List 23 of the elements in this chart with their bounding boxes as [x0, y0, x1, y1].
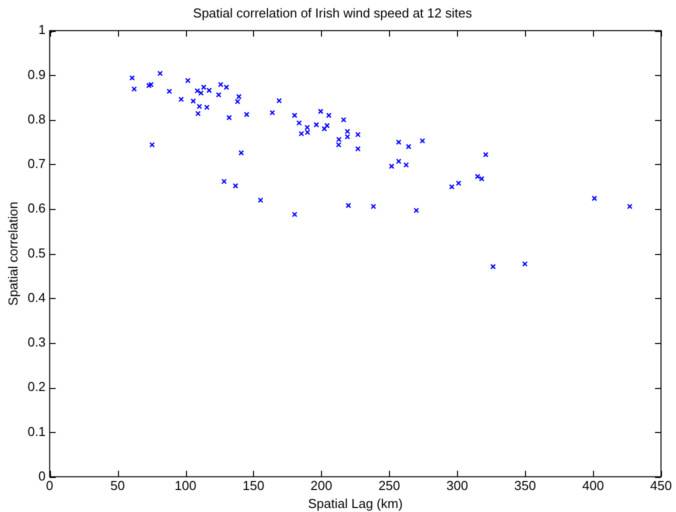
x-tick-label: 250	[378, 478, 400, 494]
y-tick-label: 0.5	[28, 245, 46, 260]
x-tick-label: 50	[110, 478, 125, 494]
x-tick-label: 300	[446, 478, 468, 494]
y-tick-label: 0.9	[28, 66, 46, 82]
y-tick-label: 0.2	[28, 379, 46, 394]
x-tick-label: 100	[174, 478, 196, 494]
x-tick-label: 400	[582, 478, 604, 494]
x-axis-title: Spatial Lag (km)	[308, 496, 403, 511]
x-tick-label: 350	[514, 478, 536, 494]
chart-title: Spatial correlation of Irish wind speed at 12 sites	[193, 5, 472, 20]
y-tick-label: 0.8	[28, 111, 46, 126]
y-tick-label: 0.6	[28, 200, 46, 216]
y-tick-label: 0	[38, 468, 46, 484]
y-tick-label: 1	[38, 22, 46, 38]
y-tick-label: 0.1	[28, 424, 46, 439]
y-tick-label: 0.3	[28, 334, 46, 350]
x-tick-label: 450	[650, 478, 672, 494]
y-tick-label: 0.7	[28, 156, 46, 172]
y-axis-title: Spatial correlation	[5, 202, 20, 306]
x-tick-label: 150	[242, 478, 264, 494]
x-tick-label: 200	[310, 478, 332, 494]
y-tick-label: 0.4	[28, 290, 46, 305]
